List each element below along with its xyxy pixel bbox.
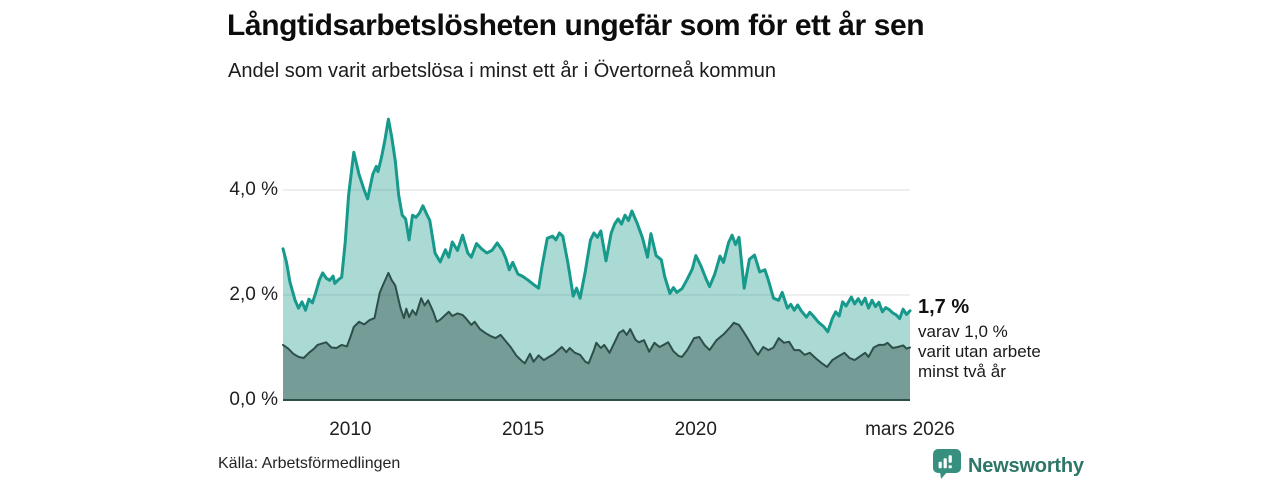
latest-value-label: 1,7 %: [918, 296, 970, 318]
x-axis-tick-label: 2010: [329, 419, 372, 440]
x-axis-tick-label: mars 2026: [865, 419, 955, 440]
annotation-detail-line: varav 1,0 %: [918, 322, 1008, 341]
annotation-detail-line: varit utan arbete: [918, 342, 1041, 361]
annotation-detail-line: minst två år: [918, 362, 1006, 381]
x-axis-tick-label: 2020: [674, 419, 717, 440]
area-chart-plot: [281, 117, 912, 401]
chart-subtitle: Andel som varit arbetslösa i minst ett å…: [228, 60, 776, 82]
y-axis-tick-label: 0,0 %: [229, 389, 278, 410]
source-credit: Källa: Arbetsförmedlingen: [218, 455, 401, 472]
chart-title: Långtidsarbetslösheten ungefär som för e…: [227, 9, 925, 42]
x-axis-tick-label: 2015: [501, 419, 545, 440]
latest-value-annotation: 1,7 % varav 1,0 % varit utan arbete mins…: [918, 295, 1041, 382]
newsworthy-logo[interactable]: Newsworthy: [933, 449, 1084, 480]
y-axis-tick-label: 2,0 %: [229, 284, 278, 305]
y-axis-tick-label: 4,0 %: [229, 179, 278, 200]
newsworthy-brand-name: Newsworthy: [968, 455, 1084, 477]
bar-chart-bubble-icon: [933, 449, 961, 480]
